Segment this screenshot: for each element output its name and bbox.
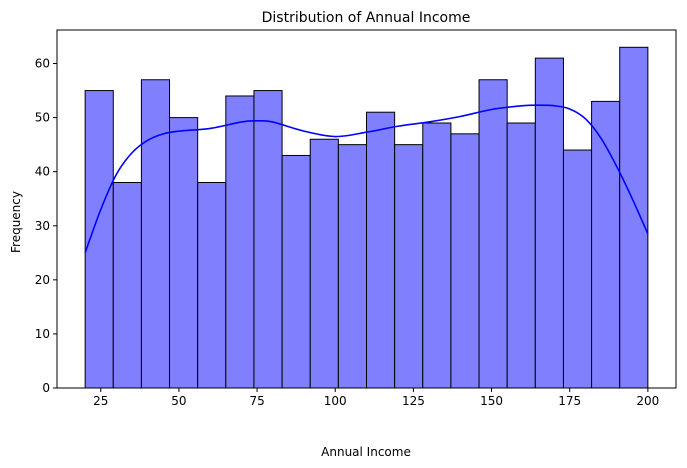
- x-tick-label: 50: [171, 394, 186, 408]
- x-tick-label: 200: [636, 394, 659, 408]
- histogram-bar: [591, 100, 621, 389]
- histogram-bar: [422, 122, 452, 389]
- y-tick-label: 60: [35, 57, 50, 71]
- y-ticks-group: 0 10 20 30 40 50 60: [35, 57, 57, 395]
- y-tick-label: 20: [35, 273, 50, 287]
- histogram-bar: [619, 46, 649, 389]
- histogram-bar: [253, 90, 283, 389]
- x-tick-label: 75: [249, 394, 264, 408]
- histogram-bar: [450, 133, 480, 389]
- y-tick-label: 50: [35, 111, 50, 125]
- kde-group: [84, 104, 649, 254]
- y-tick-label: 0: [42, 381, 50, 395]
- histogram-bar: [140, 79, 171, 389]
- x-ticks-group: 25 50 75 100 125 150 175 200: [93, 388, 659, 408]
- y-axis-label: Frequency: [9, 191, 23, 253]
- x-tick-label: 100: [324, 394, 347, 408]
- histogram-bar: [337, 144, 368, 389]
- histogram-bar: [394, 144, 424, 389]
- histogram-bar: [225, 95, 255, 389]
- histogram-bar: [478, 79, 508, 389]
- x-axis-label: Annual Income: [321, 445, 411, 459]
- x-tick-label: 25: [93, 394, 108, 408]
- axes-group: [56, 29, 677, 389]
- histogram-bar: [309, 138, 339, 389]
- histogram-bar: [197, 182, 227, 389]
- histogram-bar: [366, 111, 396, 389]
- histogram-bar: [169, 117, 199, 389]
- y-tick-label: 10: [35, 327, 50, 341]
- histogram-bar: [112, 182, 142, 389]
- bars-group: [84, 46, 649, 389]
- chart-title: Distribution of Annual Income: [262, 10, 471, 26]
- histogram-bar: [281, 154, 311, 389]
- y-tick-label: 30: [35, 219, 50, 233]
- histogram-bar: [534, 57, 564, 389]
- x-tick-label: 175: [558, 394, 581, 408]
- histogram-bar: [562, 149, 593, 389]
- plot-frame: [56, 29, 677, 389]
- histogram-bar: [506, 122, 536, 389]
- kde-line: [84, 104, 649, 254]
- x-tick-label: 150: [480, 394, 503, 408]
- x-tick-label: 125: [402, 394, 425, 408]
- y-tick-label: 40: [35, 165, 50, 179]
